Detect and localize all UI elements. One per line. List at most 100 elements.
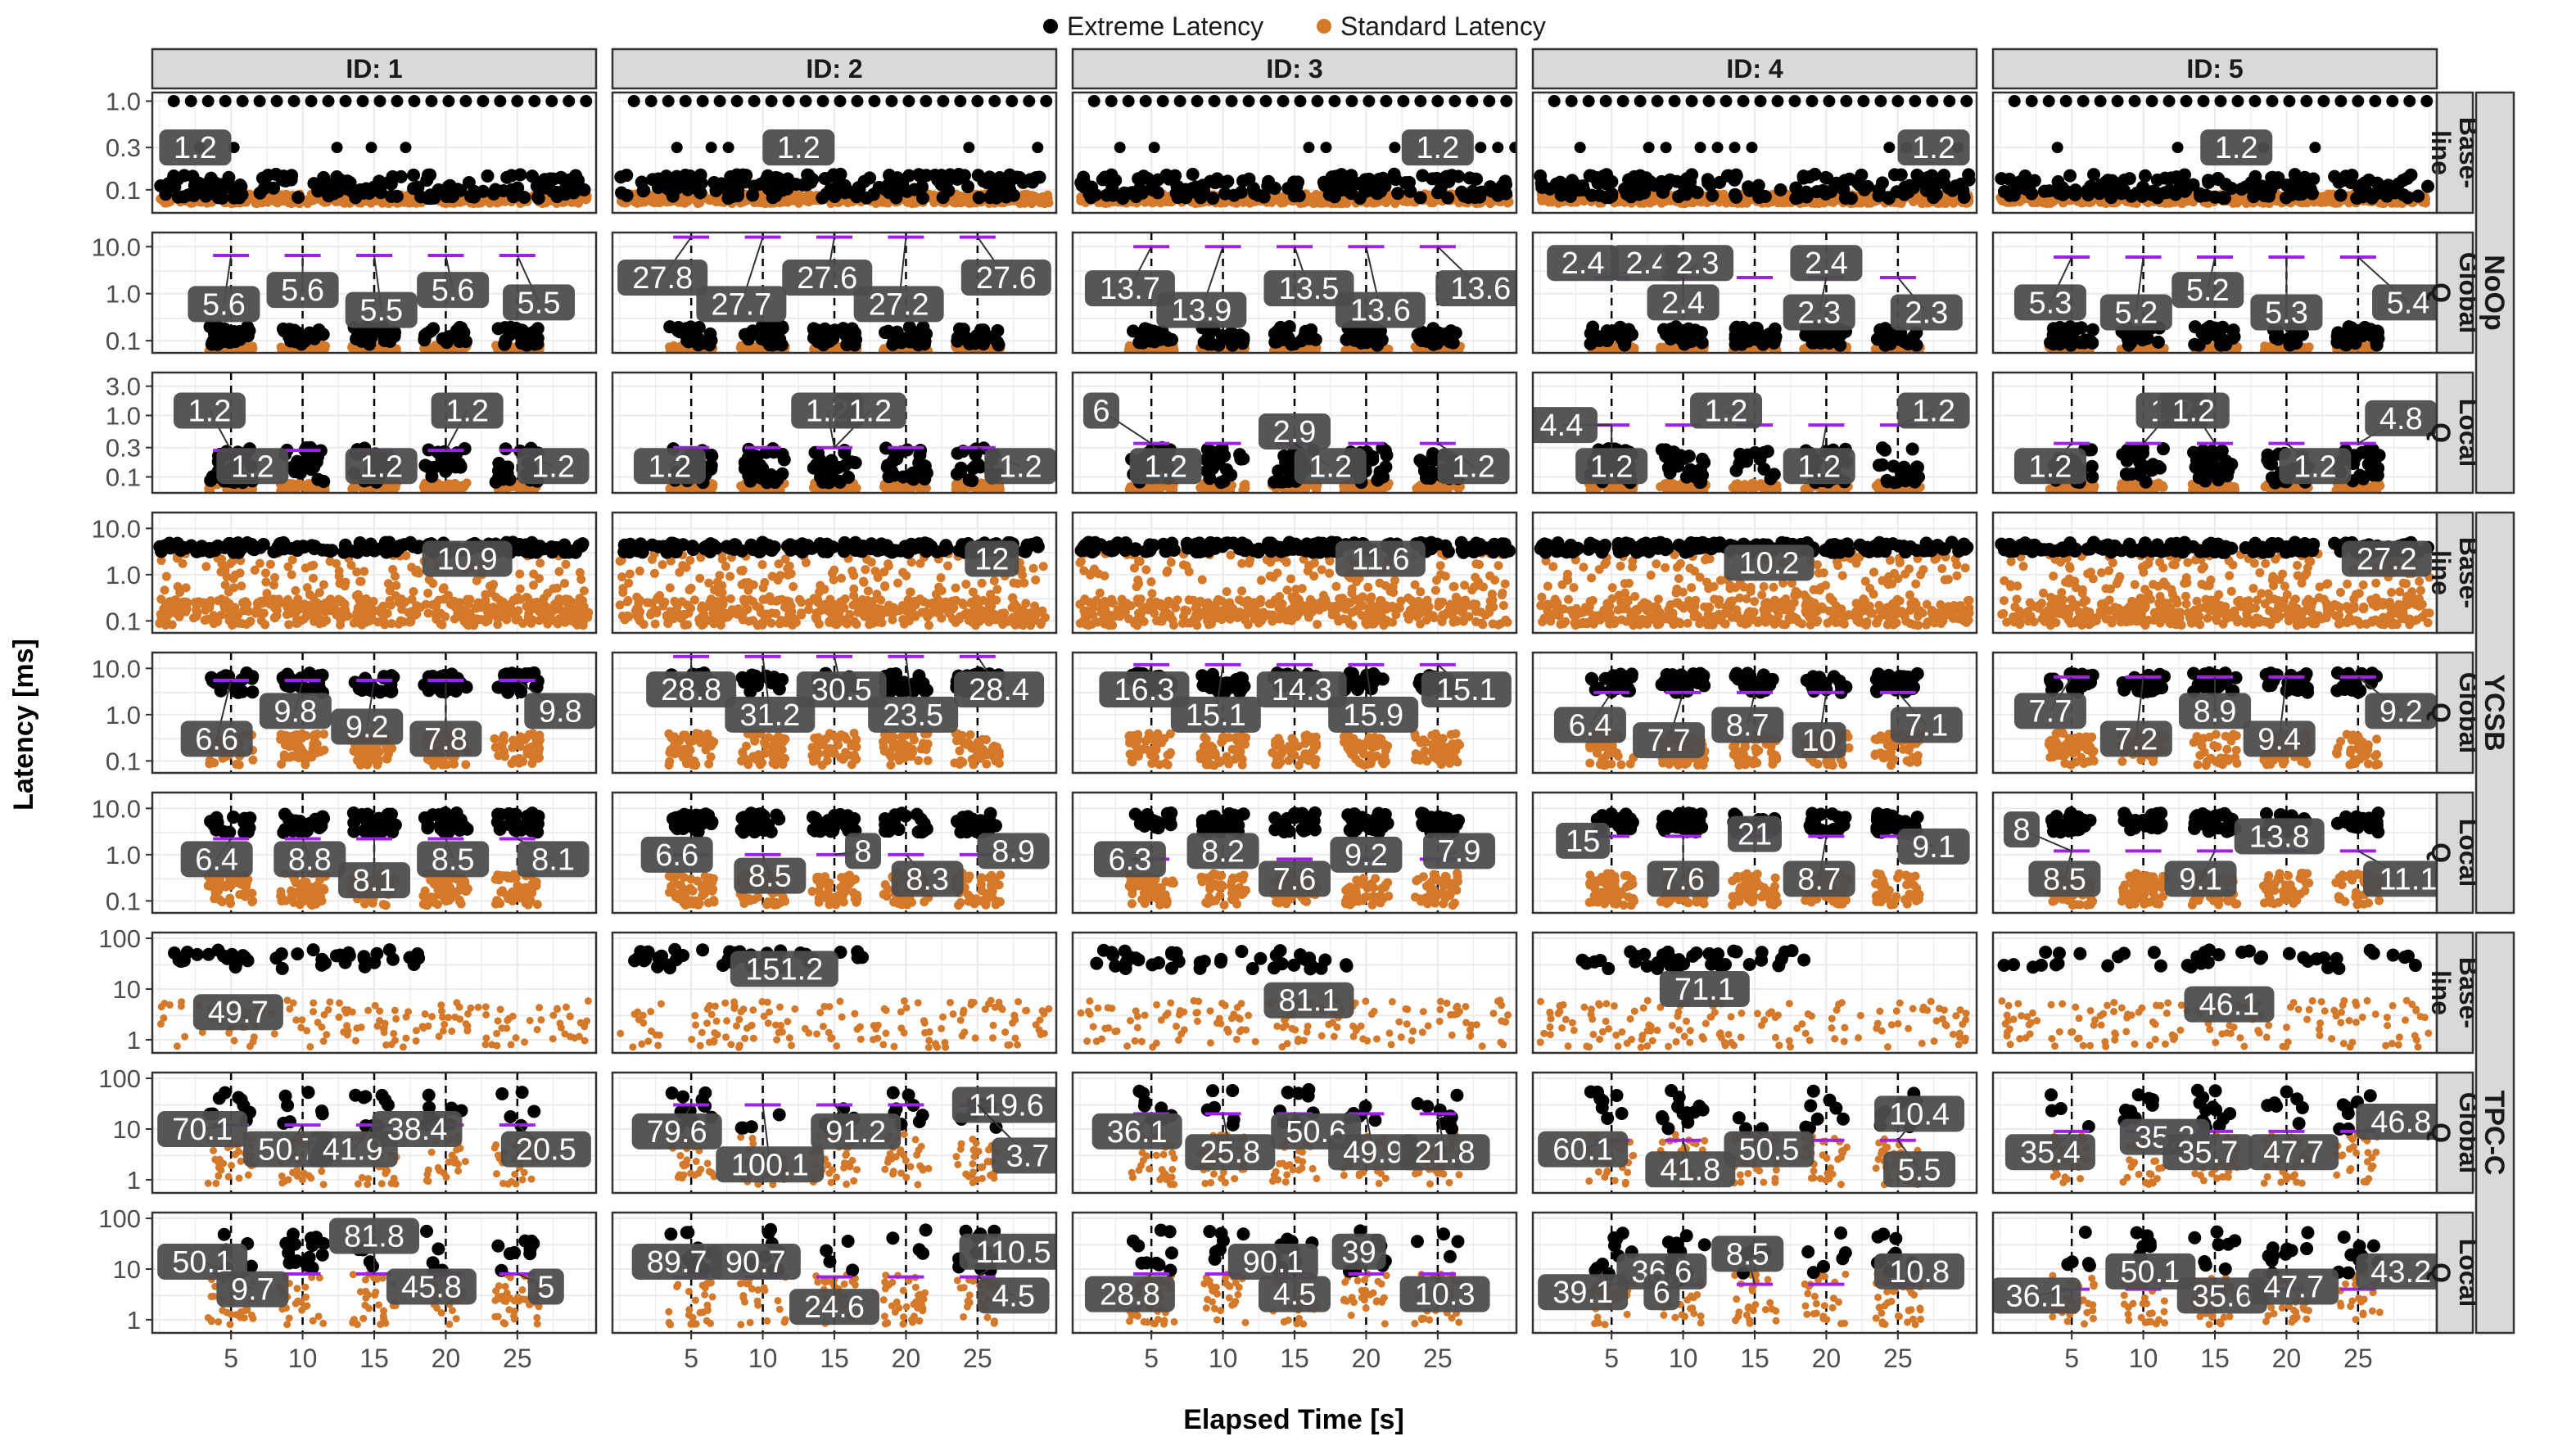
- extreme-latency-point: [2264, 183, 2278, 196]
- extreme-latency-point: [1032, 142, 1044, 154]
- extreme-latency-point: [1720, 95, 1733, 108]
- extreme-latency-point: [709, 183, 723, 197]
- value-label: 13.5: [1278, 272, 1339, 306]
- extreme-latency-point: [1105, 168, 1119, 182]
- extreme-latency-point: [1442, 174, 1456, 188]
- extreme-latency-point: [2389, 182, 2403, 196]
- extreme-latency-point: [988, 95, 1001, 108]
- panel: 5.6 5.65.55.6 5.5: [151, 231, 598, 355]
- extreme-latency-point: [2244, 175, 2258, 189]
- extreme-latency-point: [1890, 185, 1904, 199]
- extreme-latency-point: [171, 190, 185, 204]
- extreme-latency-point: [1227, 188, 1241, 202]
- extreme-latency-point: [2087, 168, 2101, 182]
- extreme-latency-point: [885, 95, 898, 108]
- extreme-latency-point: [184, 95, 197, 108]
- extreme-latency-point: [1729, 190, 1743, 204]
- extreme-latency-point: [1754, 95, 1767, 108]
- extreme-latency-point: [407, 182, 421, 196]
- extreme-latency-point: [1920, 172, 1934, 186]
- extreme-latency-point: [1320, 142, 1332, 154]
- extreme-latency-point: [374, 186, 388, 200]
- standard-latency-point: [843, 198, 852, 208]
- extreme-latency-point: [1922, 182, 1936, 196]
- extreme-latency-point: [895, 336, 909, 350]
- extreme-latency-point: [1819, 170, 1833, 184]
- extreme-latency-point: [257, 182, 271, 196]
- extreme-latency-point: [671, 142, 683, 154]
- extreme-latency-point: [1122, 95, 1135, 108]
- extreme-latency-point: [1751, 178, 1765, 192]
- standard-latency-point: [238, 346, 248, 353]
- extreme-latency-point: [572, 174, 585, 187]
- standard-latency-point: [1304, 196, 1313, 206]
- extreme-latency-point: [1788, 95, 1801, 108]
- extreme-latency-point: [2266, 95, 2279, 108]
- value-label: 13.7: [1100, 272, 1160, 306]
- extreme-latency-point: [236, 95, 249, 108]
- extreme-latency-point: [838, 178, 852, 192]
- value-label-box: [696, 286, 787, 323]
- extreme-latency-point: [1605, 189, 1619, 203]
- value-label-box: [617, 260, 708, 296]
- extreme-latency-point: [1622, 173, 1636, 187]
- legend: Extreme Latency Standard Latency: [1043, 11, 1546, 41]
- extreme-latency-point: [2008, 95, 2021, 108]
- extreme-latency-point: [920, 95, 933, 108]
- extreme-latency-point: [807, 322, 820, 336]
- extreme-latency-point: [330, 170, 344, 184]
- extreme-latency-point: [2054, 185, 2068, 199]
- extreme-latency-point: [2150, 191, 2164, 205]
- extreme-latency-point: [414, 190, 428, 204]
- extreme-latency-point: [1206, 192, 1220, 206]
- extreme-latency-point: [350, 332, 364, 346]
- extreme-latency-point: [722, 142, 734, 154]
- extreme-latency-point: [1901, 185, 1915, 199]
- extreme-latency-point: [937, 95, 950, 108]
- extreme-latency-point: [781, 172, 795, 186]
- extreme-latency-point: [2403, 95, 2416, 108]
- extreme-latency-point: [1685, 168, 1699, 182]
- extreme-latency-point: [1340, 183, 1354, 197]
- extreme-latency-point: [1003, 168, 1017, 182]
- extreme-latency-point: [671, 181, 685, 195]
- extreme-latency-point: [1328, 95, 1341, 108]
- extreme-latency-point: [2421, 179, 2434, 193]
- standard-latency-point: [1950, 196, 1959, 206]
- extreme-latency-point: [2162, 95, 2176, 108]
- extreme-latency-point: [201, 177, 215, 191]
- extreme-latency-point: [1426, 172, 1439, 186]
- extreme-latency-point: [2300, 95, 2313, 108]
- extreme-latency-point: [2022, 182, 2036, 196]
- extreme-latency-point: [2063, 169, 2077, 183]
- extreme-latency-point: [238, 327, 252, 341]
- extreme-latency-point: [1467, 172, 1481, 186]
- extreme-latency-point: [1808, 167, 1822, 181]
- extreme-latency-point: [1599, 95, 1612, 108]
- value-label: 5.6: [202, 287, 246, 322]
- extreme-latency-point: [746, 188, 760, 202]
- standard-latency-point: [2165, 198, 2175, 208]
- extreme-latency-point: [883, 169, 897, 183]
- extreme-latency-point: [646, 173, 660, 187]
- extreme-latency-point: [2117, 173, 2131, 187]
- extreme-latency-point: [1582, 95, 1595, 108]
- standard-latency-point: [309, 195, 319, 205]
- extreme-latency-point: [799, 95, 812, 108]
- extreme-latency-point: [1694, 142, 1706, 154]
- standard-latency-point: [1656, 342, 1665, 352]
- extreme-latency-point: [1290, 179, 1304, 193]
- extreme-latency-point: [400, 142, 412, 154]
- standard-latency-point: [1578, 195, 1588, 205]
- extreme-latency-point: [1819, 185, 1833, 199]
- extreme-latency-point: [322, 95, 335, 108]
- extreme-latency-point: [2225, 181, 2239, 195]
- extreme-latency-point: [1555, 183, 1569, 197]
- extreme-latency-point: [407, 168, 421, 182]
- extreme-latency-point: [2068, 187, 2082, 201]
- extreme-latency-point: [1857, 95, 1870, 108]
- extreme-latency-point: [1325, 170, 1339, 184]
- extreme-latency-point: [2294, 185, 2308, 199]
- panel: 13.713.913.513.613.6: [1071, 231, 1518, 355]
- extreme-latency-point: [1173, 95, 1186, 108]
